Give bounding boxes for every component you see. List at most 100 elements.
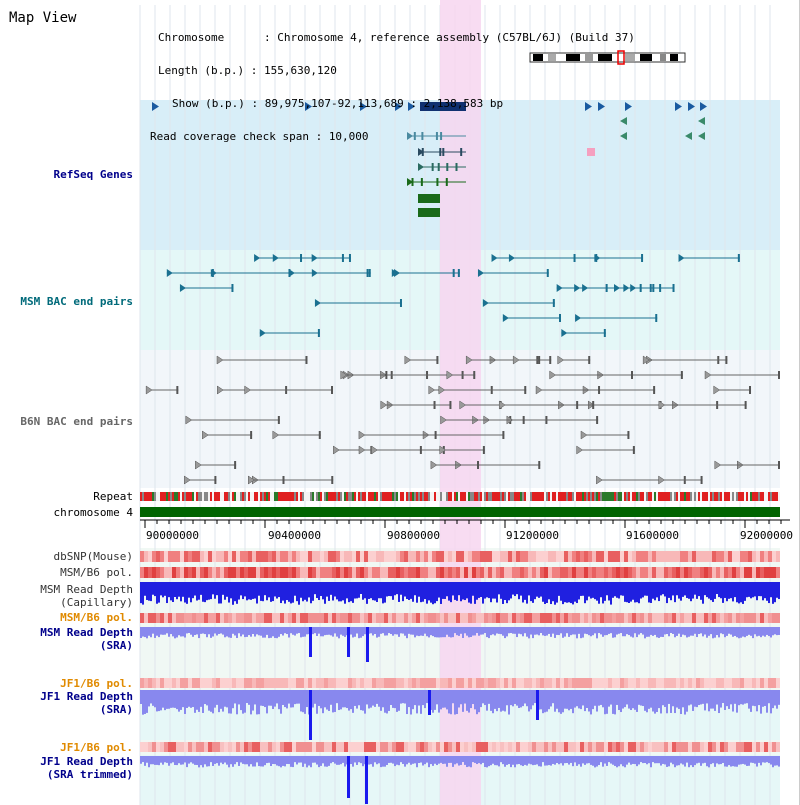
read-depth-bin (588, 690, 590, 712)
read-depth-bin (164, 756, 166, 763)
read-depth-bin (350, 582, 352, 602)
track-label-msm-depth-capillary[interactable]: MSM Read Depth (Capillary) (40, 583, 133, 609)
polymorphism-bin (420, 567, 424, 578)
read-depth-bin (608, 690, 610, 707)
track-label-repeat[interactable]: Repeat (93, 490, 133, 503)
polymorphism-bin (488, 678, 492, 688)
polymorphism-bin (312, 742, 316, 752)
polymorphism-bin (252, 613, 256, 623)
track-label-jf1-b6-pol-2[interactable]: JF1/B6 pol. (60, 741, 133, 754)
polymorphism-bin (308, 678, 312, 688)
polymorphism-bin (304, 567, 308, 578)
read-depth-bin (236, 690, 238, 715)
repeat-segment (558, 492, 560, 501)
read-depth-bin (552, 582, 554, 602)
read-depth-bin (396, 582, 398, 595)
polymorphism-bin (568, 551, 572, 562)
polymorphism-bin (656, 742, 660, 752)
repeat-segment (508, 492, 510, 501)
ideogram-band (585, 54, 593, 61)
read-depth-bin (228, 690, 230, 714)
polymorphism-bin (700, 678, 704, 688)
track-label-refseq[interactable]: RefSeq Genes (53, 168, 133, 181)
polymorphism-bin (620, 613, 624, 623)
polymorphism-bin (264, 678, 268, 688)
polymorphism-bin (192, 567, 196, 578)
polymorphism-bin (548, 567, 552, 578)
track-label-msm-bac[interactable]: MSM BAC end pairs (20, 295, 133, 308)
track-label-b6n-bac[interactable]: B6N BAC end pairs (20, 415, 133, 428)
polymorphism-bin (632, 551, 636, 562)
polymorphism-bin (728, 613, 732, 623)
track-label-jf1-depth-sra[interactable]: JF1 Read Depth (SRA) (40, 690, 133, 716)
track-label-msm-b6-pol[interactable]: MSM/B6 pol. (60, 566, 133, 579)
track-label-jf1-depth-trimmed[interactable]: JF1 Read Depth (SRA trimmed) (40, 755, 133, 781)
read-depth-bin (342, 627, 344, 636)
read-depth-bin (286, 627, 288, 635)
polymorphism-bin (372, 613, 376, 623)
track-label-msm-depth-sra[interactable]: MSM Read Depth (SRA) (40, 626, 133, 652)
polymorphism-bin (464, 678, 468, 688)
repeat-segment (370, 492, 372, 501)
read-depth-bin (542, 582, 544, 602)
track-label-msm-b6-pol-2[interactable]: MSM/B6 pol. (60, 611, 133, 624)
polymorphism-bin (444, 551, 448, 562)
polymorphism-bin (664, 613, 668, 623)
read-depth-bin (320, 582, 322, 597)
read-depth-bin (302, 690, 304, 713)
read-depth-bin (172, 756, 174, 763)
polymorphism-bin (200, 567, 204, 578)
read-depth-bin (426, 756, 428, 763)
read-depth-bin (588, 756, 590, 764)
repeat-segment (178, 492, 180, 501)
polymorphism-bin (380, 567, 384, 578)
repeat-segment (568, 492, 570, 501)
read-depth-bin (284, 627, 286, 634)
read-depth-bin (422, 756, 424, 766)
read-depth-bin (718, 627, 720, 638)
read-depth-bin (208, 756, 210, 767)
track-label-chromosome[interactable]: chromosome 4 (53, 506, 133, 519)
read-depth-bin (328, 582, 330, 601)
read-depth-bin (596, 582, 598, 601)
polymorphism-bin (632, 742, 636, 752)
read-depth-bin (518, 690, 520, 709)
read-depth-bin (472, 690, 474, 705)
read-depth-bin (592, 627, 594, 636)
read-depth-bin (558, 690, 560, 713)
polymorphism-bin (612, 551, 616, 562)
polymorphism-bin (364, 742, 368, 752)
read-depth-bin (486, 582, 488, 598)
read-depth-bin (206, 627, 208, 638)
read-depth-bin (702, 756, 704, 764)
bac-end-marker (588, 356, 591, 364)
polymorphism-bin (408, 678, 412, 688)
read-depth-bin (624, 582, 626, 602)
track-label-jf1-b6-pol[interactable]: JF1/B6 pol. (60, 677, 133, 690)
read-depth-bin (388, 690, 390, 711)
read-depth-bin (770, 756, 772, 765)
track-label-dbsnp[interactable]: dbSNP(Mouse) (53, 550, 133, 563)
read-depth-bin (276, 690, 278, 704)
read-depth-bin (746, 756, 748, 766)
repeat-segment (712, 492, 714, 501)
read-depth-bin (464, 582, 466, 601)
read-depth-bin (748, 627, 750, 635)
read-depth-bin (722, 582, 724, 603)
read-depth-bin (534, 582, 536, 600)
repeat-segment (498, 492, 500, 501)
polymorphism-bin (708, 567, 712, 578)
polymorphism-bin (336, 613, 340, 623)
read-depth-bin (710, 582, 712, 601)
read-depth-bin (268, 690, 270, 706)
read-depth-bin (382, 690, 384, 708)
read-depth-bin (704, 627, 706, 635)
read-depth-bin (612, 756, 614, 765)
read-depth-bin (384, 756, 386, 767)
polymorphism-bin (420, 678, 424, 688)
repeat-segment (244, 492, 246, 501)
bac-end-marker (778, 371, 780, 379)
polymorphism-bin (764, 613, 768, 623)
polymorphism-bin (644, 613, 648, 623)
